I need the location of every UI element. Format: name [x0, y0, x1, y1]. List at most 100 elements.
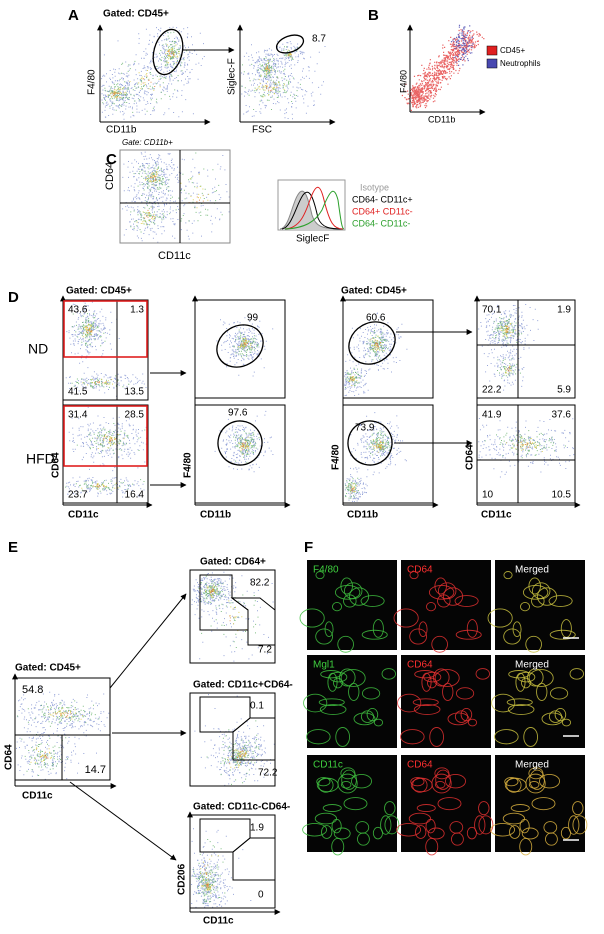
gate: [199, 574, 249, 631]
cell-outline: [549, 629, 576, 640]
cell-outline: [467, 718, 478, 727]
cell-outline: [549, 687, 569, 700]
cell-outline: [426, 677, 437, 689]
cell-outline: [366, 708, 379, 722]
event-dots: [65, 479, 145, 492]
cell-outline: [303, 693, 328, 713]
cell-outline: [425, 818, 436, 834]
gate: [199, 818, 251, 853]
plot-frame: [63, 405, 148, 467]
event-dots: [505, 325, 510, 333]
cell-outline: [302, 822, 328, 837]
event-dots: [238, 436, 251, 455]
axis-label: CD11c: [158, 250, 191, 262]
event-dots: [375, 440, 384, 450]
panel-label: D: [8, 289, 19, 306]
axis-label: CD11c: [22, 791, 53, 802]
cell-outline: [329, 671, 348, 683]
cell-outline: [318, 698, 345, 707]
quadrant-value: 41.9: [482, 410, 502, 421]
cell-outline: [321, 825, 333, 839]
gate: [275, 34, 305, 54]
channel-label: CD64: [407, 660, 433, 671]
gate: [232, 837, 276, 881]
quadrant-value: 10: [482, 490, 494, 501]
cell-outline: [337, 773, 358, 794]
cell-outline: [512, 621, 522, 638]
quadrant-value: 23.7: [68, 490, 88, 501]
event-dots: [191, 571, 237, 617]
event-dots: [198, 575, 224, 604]
cell-outline: [337, 635, 354, 653]
event-dots: [72, 313, 106, 347]
axis-label: CD11c: [481, 510, 512, 521]
event-dots: [201, 589, 259, 648]
cell-outline: [527, 668, 544, 687]
cell-outline: [519, 818, 530, 834]
event-dots: [86, 327, 93, 334]
quadrant-value: 5.9: [557, 385, 571, 396]
axis-label: CD206: [177, 863, 188, 895]
event-dots: [507, 367, 510, 372]
event-dots: [144, 209, 154, 219]
event-dots: [366, 328, 389, 361]
legend-text: CD64+ CD11c-: [352, 206, 413, 216]
cell-outline: [334, 585, 361, 600]
cell-outline: [507, 704, 535, 715]
cell-outline: [504, 777, 519, 787]
event-dots: [150, 175, 157, 182]
event-dots: [216, 317, 274, 377]
event-dots: [55, 712, 72, 717]
event-dots: [165, 44, 180, 64]
cell-outline: [554, 708, 567, 722]
event-dots: [492, 315, 523, 344]
histogram: [279, 190, 344, 230]
cell-outline: [509, 825, 521, 839]
event-dots: [122, 177, 186, 243]
event-dots: [17, 700, 100, 727]
axis-label: FSC: [252, 125, 272, 136]
event-dots: [485, 342, 525, 391]
event-dots: [130, 197, 171, 233]
quadrant-value: 43.6: [68, 305, 88, 316]
cell-outline: [531, 797, 556, 811]
plot-frame: [277, 179, 346, 231]
gate: [216, 324, 264, 368]
panel-label: C: [106, 151, 117, 168]
cell-outline: [429, 727, 445, 747]
cell-outline: [412, 698, 439, 707]
axis-label: F4/80: [87, 69, 98, 95]
cell-outline: [340, 780, 352, 789]
cell-outline: [454, 710, 469, 723]
cell-outline: [548, 595, 573, 607]
cell-outline: [528, 780, 540, 789]
legend-text: CD64- CD11c-: [352, 218, 410, 228]
cell-outline: [322, 804, 342, 813]
gate: [152, 28, 184, 76]
event-dots: [372, 439, 387, 453]
cell-outline: [455, 687, 475, 700]
gate-value: 0.1: [250, 701, 264, 712]
gate-value: 7.2: [258, 645, 272, 656]
cell-outline: [396, 822, 422, 837]
cell-outline: [324, 621, 334, 638]
cell-outline: [569, 668, 584, 680]
cell-outline: [360, 710, 375, 723]
event-dots: [102, 78, 135, 111]
cell-outline: [428, 585, 455, 600]
event-dots: [205, 883, 209, 888]
row-label: ND: [28, 341, 48, 357]
cell-outline: [487, 608, 513, 628]
cell-outline: [568, 815, 580, 835]
event-dots: [349, 312, 408, 373]
cell-outline: [373, 718, 384, 727]
cell-outline: [319, 704, 347, 715]
cell-outline: [475, 668, 490, 680]
cell-outline: [474, 815, 486, 835]
panel-label: A: [68, 7, 79, 24]
event-dots: [103, 435, 118, 442]
axis-label: CD11c: [68, 510, 99, 521]
plot-frame: [119, 149, 231, 244]
cell-outline: [340, 669, 366, 687]
